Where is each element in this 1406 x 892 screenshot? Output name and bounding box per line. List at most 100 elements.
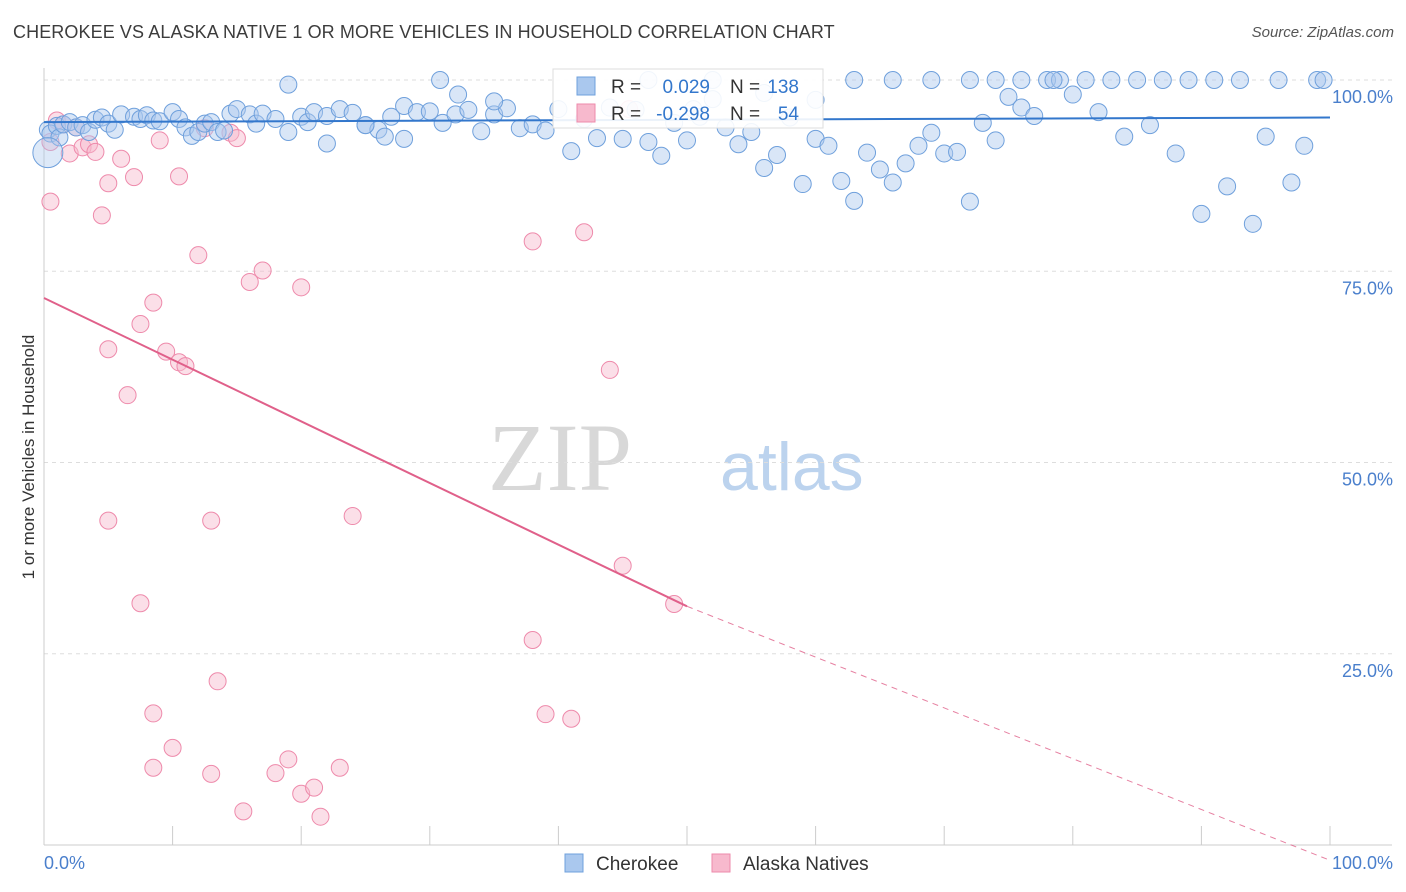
- y-tick-label: 50.0%: [1342, 470, 1393, 490]
- alaska-native-point: [292, 278, 311, 297]
- alaska-native-point: [234, 802, 253, 821]
- cherokee-point: [960, 192, 979, 211]
- cherokee-point: [755, 158, 774, 177]
- cherokee-point: [431, 71, 450, 89]
- alaska-native-point: [536, 705, 555, 724]
- stat-n-label: N =: [730, 77, 760, 98]
- cherokee-point: [948, 142, 967, 161]
- alaska-native-point: [80, 135, 99, 154]
- y-axis-label: 1 or more Vehicles in Household: [19, 335, 38, 580]
- cherokee-point: [1166, 144, 1185, 163]
- cherokee-point: [1076, 71, 1095, 89]
- cherokee-point: [1205, 71, 1224, 89]
- alaska-native-point: [163, 738, 182, 757]
- cherokee-point: [858, 143, 877, 162]
- cherokee-point: [433, 113, 452, 132]
- cherokee-point: [1044, 71, 1063, 89]
- x-tick-label: 0.0%: [44, 853, 85, 873]
- alaska-native-point: [144, 758, 163, 777]
- cherokee-point: [1089, 103, 1108, 122]
- cherokee-point: [1140, 116, 1159, 135]
- alaska-native-point: [523, 232, 542, 251]
- cherokee-point: [1192, 204, 1211, 223]
- cherokee-point: [909, 136, 928, 155]
- cherokee-point: [935, 144, 954, 163]
- bottom-legend: Cherokee Alaska Natives: [564, 853, 869, 875]
- cherokee-point: [1295, 136, 1314, 155]
- cherokee-point: [587, 129, 606, 148]
- alaska-trend-extension: [686, 605, 1331, 861]
- cherokee-point: [973, 113, 992, 132]
- alaska-native-point: [125, 168, 144, 187]
- legend-alaska-label: Alaska Natives: [743, 854, 869, 875]
- cherokee-point: [768, 145, 787, 164]
- alaska-native-point: [343, 507, 362, 526]
- cherokee-point: [1102, 71, 1121, 89]
- cherokee-point: [922, 71, 941, 89]
- cherokee-point: [613, 129, 632, 148]
- cherokee-point: [896, 154, 915, 173]
- cherokee-point: [279, 75, 298, 94]
- cherokee-point: [1063, 85, 1082, 104]
- alaska-native-point: [99, 174, 118, 193]
- y-tick-labels: 100.0% 75.0% 50.0% 25.0%: [1332, 87, 1393, 681]
- alaska-native-point: [279, 750, 298, 769]
- cherokee-point: [1050, 71, 1069, 89]
- legend-cherokee-label: Cherokee: [596, 854, 678, 875]
- source-name: ZipAtlas.com: [1307, 24, 1394, 41]
- cherokee-point: [986, 71, 1005, 89]
- cherokee-point: [215, 121, 234, 140]
- cherokee-point: [485, 92, 504, 111]
- stats-box: [552, 68, 824, 129]
- alaska-native-point: [144, 704, 163, 723]
- alaska-native-point: [131, 315, 150, 334]
- cherokee-point: [395, 129, 414, 148]
- alaska-native-point: [202, 511, 221, 530]
- cherokee-point: [1282, 173, 1301, 192]
- stats-legend: R = 0.029 N = 138 R = -0.298 N = 54: [552, 68, 824, 129]
- cherokee-point: [32, 137, 64, 169]
- cherokee-point: [536, 121, 555, 140]
- cherokee-point: [240, 105, 259, 124]
- cherokee-point: [247, 114, 266, 133]
- alaska-native-point: [253, 261, 272, 280]
- cherokee-point: [375, 127, 394, 146]
- alaska-native-point: [575, 223, 594, 242]
- watermark: ZIP atlas: [488, 404, 864, 511]
- alaska-native-point: [266, 764, 285, 783]
- cherokee-point: [1230, 71, 1249, 89]
- cherokee-point: [922, 123, 941, 142]
- gridlines: [44, 79, 1392, 655]
- cherokee-point: [883, 71, 902, 89]
- alaska-trend-line: [43, 297, 688, 608]
- cherokee-point: [144, 111, 163, 130]
- cherokee-point: [1153, 71, 1172, 89]
- cherokee-point: [883, 173, 902, 192]
- stat-n-value: 54: [778, 104, 800, 125]
- cherokee-point: [1256, 127, 1275, 146]
- cherokee-point: [1012, 98, 1031, 117]
- legend-alaska-swatch: [711, 853, 731, 873]
- cherokee-point: [195, 114, 214, 133]
- trend-lines: [43, 116, 1331, 861]
- cherokee-point: [208, 123, 227, 142]
- alaska-native-point: [41, 192, 60, 211]
- stat-r-label: R =: [611, 77, 641, 98]
- cherokee-point: [266, 110, 285, 129]
- x-tick-labels: 0.0% 100.0%: [44, 853, 1393, 873]
- cherokee-point: [1179, 71, 1198, 89]
- alaska-native-point: [131, 594, 150, 613]
- alaska-native-point: [99, 511, 118, 530]
- y-tick-label: 25.0%: [1342, 661, 1393, 681]
- cherokee-point: [1308, 71, 1327, 89]
- cherokee-point: [1012, 71, 1031, 89]
- cherokee-point: [845, 71, 864, 89]
- chart-title: CHEROKEE VS ALASKA NATIVE 1 OR MORE VEHI…: [13, 22, 835, 42]
- alaska-native-point: [613, 556, 632, 575]
- alaska-native-point: [144, 293, 163, 312]
- cherokee-swatch: [576, 76, 596, 96]
- cherokee-point: [1025, 106, 1044, 125]
- legend-cherokee-swatch: [564, 853, 584, 873]
- alaska-native-point: [202, 764, 221, 783]
